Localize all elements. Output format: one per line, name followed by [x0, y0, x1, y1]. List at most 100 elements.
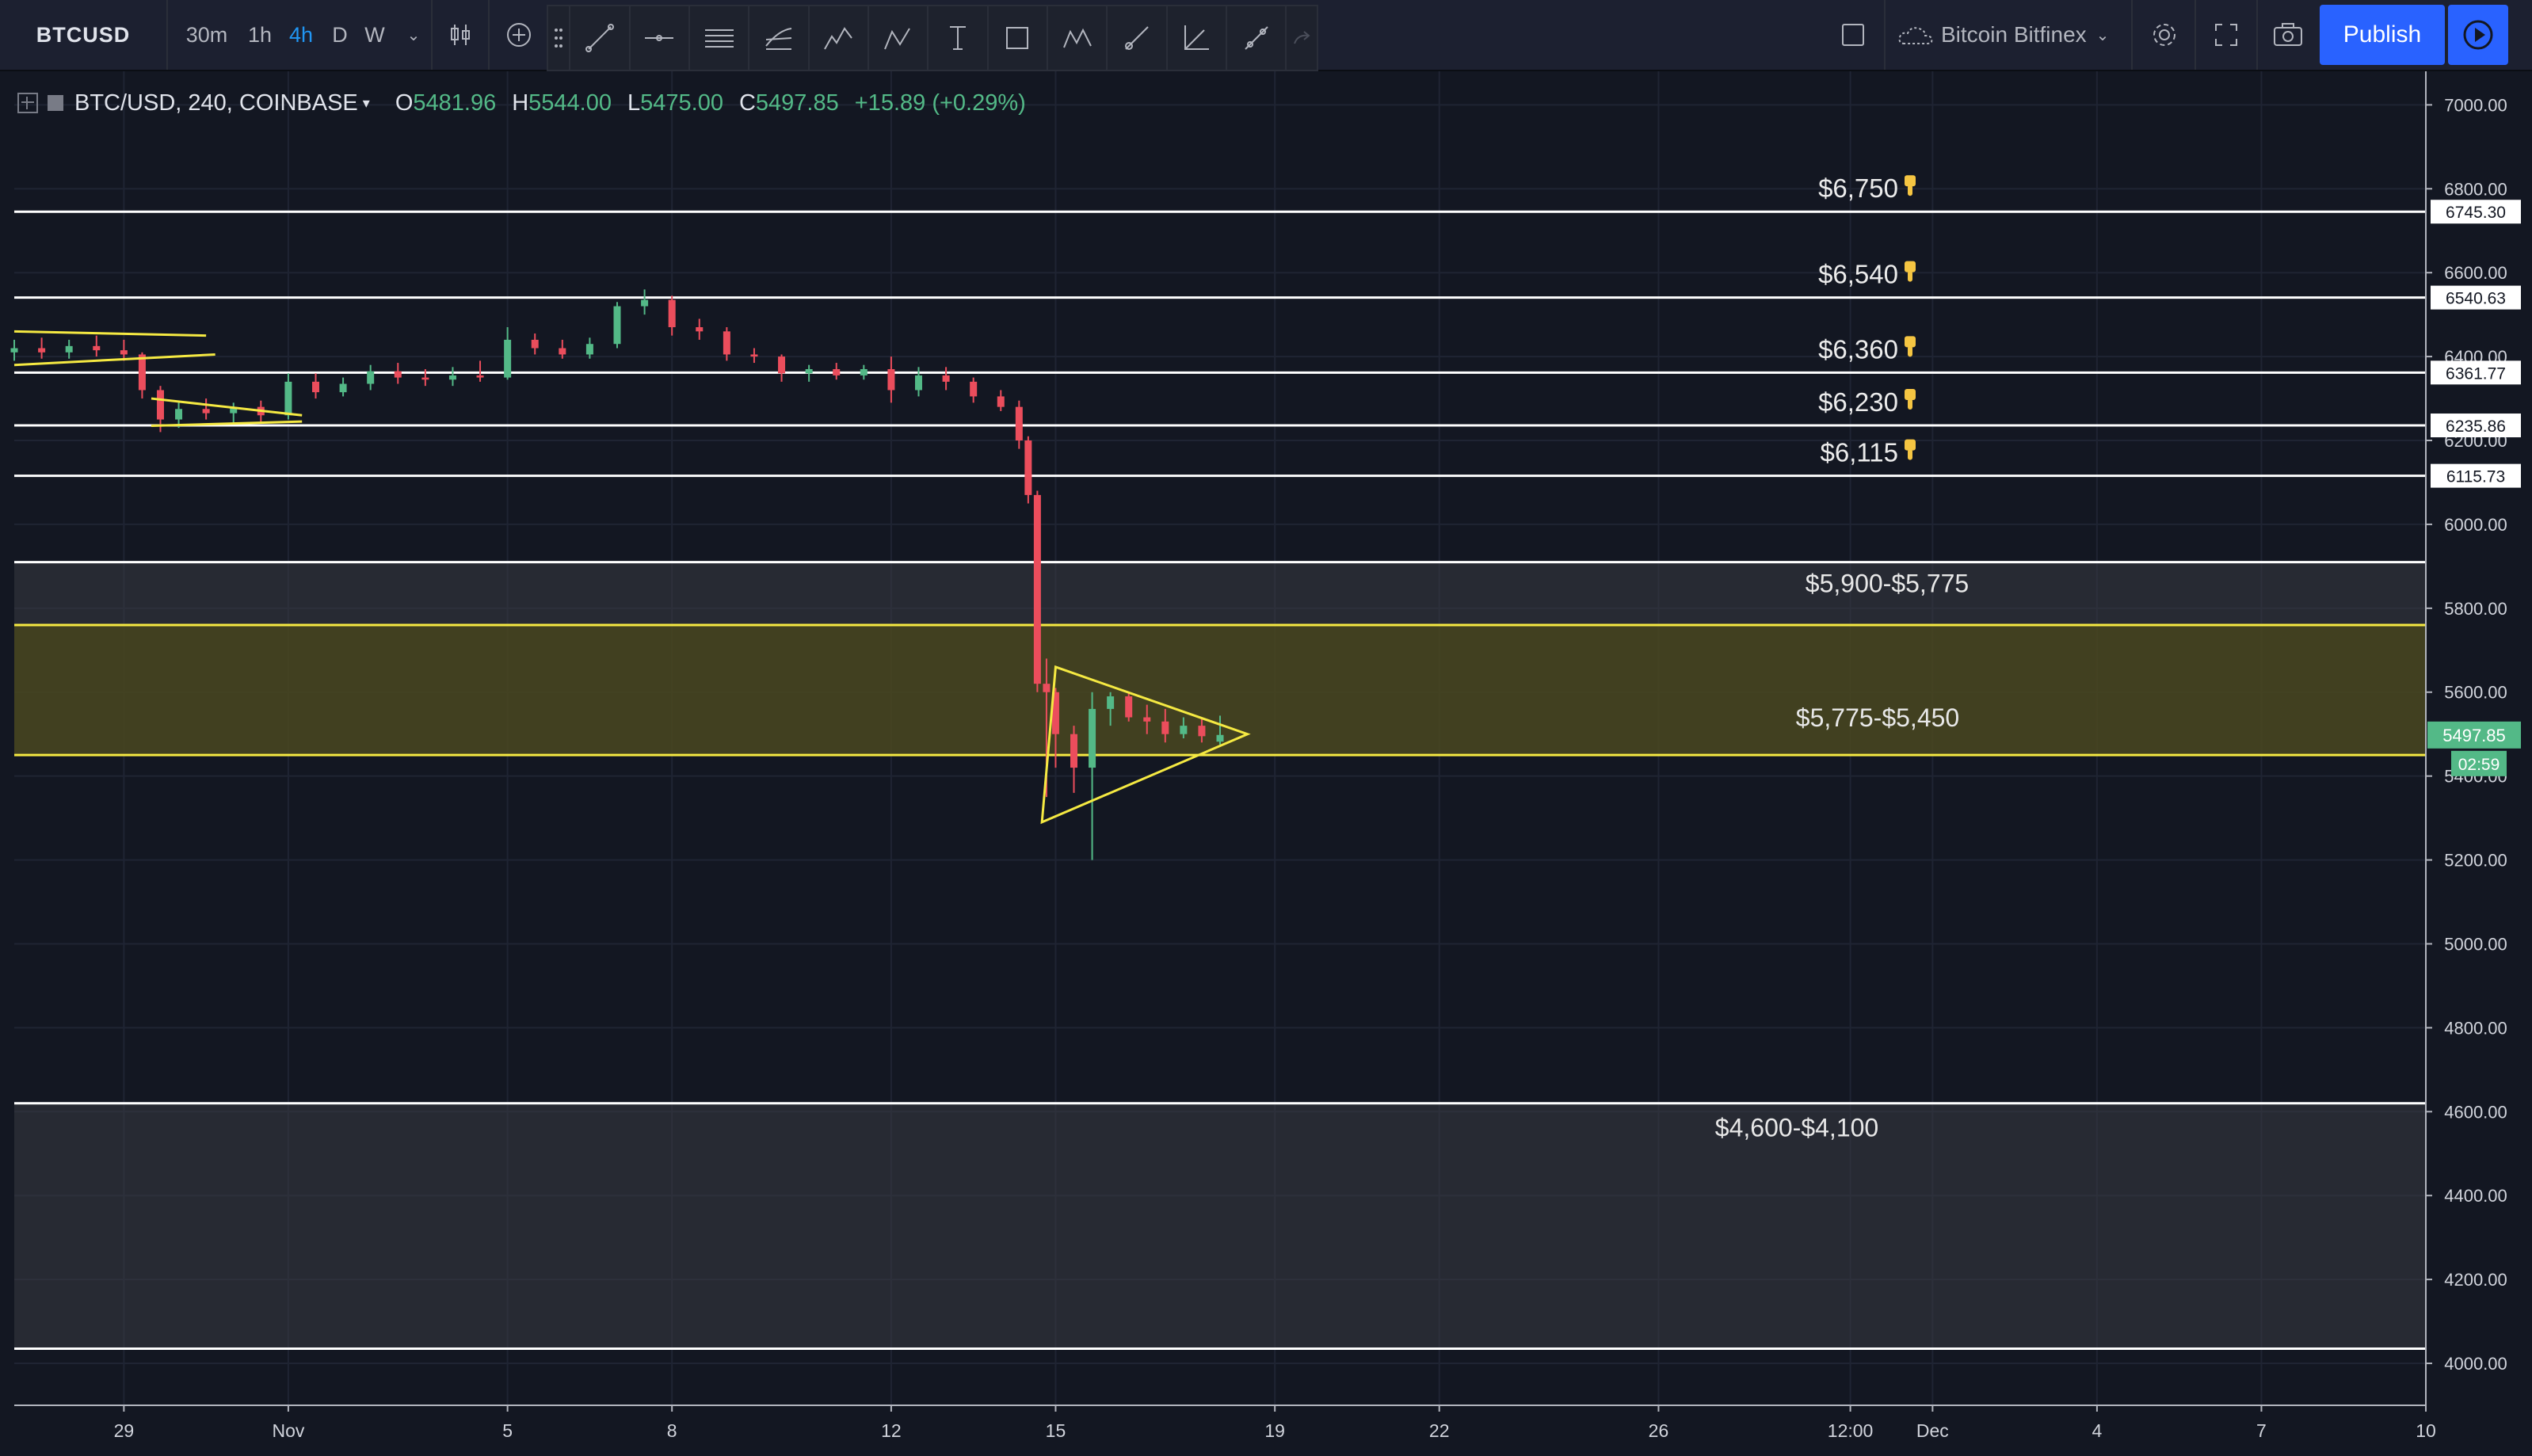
candle [1143, 704, 1151, 734]
candle-body [312, 381, 319, 393]
hand-icon-palm [1905, 261, 1916, 273]
fullscreen-icon[interactable] [2196, 0, 2258, 70]
legend-high: 5544.00 [528, 90, 612, 116]
redo-icon[interactable] [1287, 6, 1317, 70]
xabcd-pattern-tool-icon[interactable] [1048, 6, 1108, 70]
candle-body [833, 368, 841, 375]
candle [942, 367, 950, 391]
time-axis-label: 12:00 [1828, 1420, 1874, 1441]
hand-pointing-down-icon [1905, 261, 1916, 282]
legend-title[interactable]: BTC/USD, 240, COINBASE [74, 90, 358, 116]
interval-dropdown-icon[interactable]: ⌄ [396, 0, 433, 70]
rectangle-tool-icon[interactable] [989, 6, 1049, 70]
interval-w[interactable]: W [364, 22, 385, 47]
compare-symbol[interactable]: Bitcoin Bitfinex ⌄ [1886, 0, 2133, 70]
candle [887, 356, 895, 403]
snapshot-camera-icon[interactable] [2258, 0, 2318, 70]
price-level-axis-badge-1 [2431, 285, 2521, 310]
price-level-label-1: $6,540 [1818, 260, 1898, 289]
trendline-drawing-1 [13, 330, 207, 337]
candle-body [504, 339, 512, 378]
time-axis[interactable]: 29 Nov 5 8 12 15 19 22 26 12:00 Dec 4 7 10 [14, 1405, 2436, 1456]
legend-high-label: H [512, 90, 529, 116]
price-axis-label: 4400.00 [2444, 1186, 2507, 1206]
legend-dropdown-icon[interactable]: ▾ [362, 94, 370, 111]
candle-body [1033, 494, 1041, 684]
candle [1107, 692, 1115, 726]
parallel-channel-tool-icon[interactable] [690, 6, 750, 70]
symbol-search[interactable]: BTCUSD [0, 0, 168, 70]
price-axis[interactable]: 4000.00 4200.00 4400.00 4600.00 4800.00 5000.… [2425, 71, 2532, 1405]
price-axis-label: 4600.00 [2444, 1102, 2507, 1122]
settings-gear-icon[interactable] [2134, 0, 2196, 70]
publish-button[interactable]: Publish [2320, 5, 2445, 65]
candle [93, 335, 101, 357]
candle-body [1143, 717, 1151, 722]
price-axis-label: 5000.00 [2444, 934, 2507, 954]
time-axis-label: 29 [114, 1420, 135, 1441]
time-axis-background [14, 1405, 2426, 1456]
elliott-wave-tool-icon[interactable] [810, 6, 870, 70]
price-level-axis-label-0: 6745.30 [2446, 204, 2506, 222]
hand-icon-finger [1908, 270, 1912, 282]
interval-30m[interactable]: 30m [185, 22, 228, 47]
candle [138, 352, 146, 399]
time-axis-label: 12 [881, 1420, 902, 1441]
candle-body [230, 406, 238, 414]
measure-tool-icon[interactable] [1168, 6, 1228, 70]
candle-body [750, 354, 758, 357]
pitchfork-tool-icon[interactable] [749, 6, 810, 70]
replay-play-icon[interactable] [2448, 5, 2508, 65]
candle-body [723, 331, 730, 355]
prediction-tool-icon[interactable] [1227, 6, 1287, 70]
candle [65, 339, 73, 359]
candle [668, 295, 676, 336]
legend-expand-icon[interactable] [17, 93, 38, 113]
price-axis-label: 6600.00 [2444, 263, 2507, 283]
time-axis-label: 26 [1649, 1420, 1669, 1441]
abcd-pattern-tool-icon[interactable] [869, 6, 929, 70]
candle [312, 373, 319, 399]
text-tool-icon[interactable] [929, 6, 989, 70]
trendline-tool-icon[interactable] [570, 6, 631, 70]
indicators-icon[interactable] [491, 0, 547, 70]
time-axis-label: 15 [1046, 1420, 1066, 1441]
countdown-badge [2451, 750, 2507, 776]
price-level-label-0: $6,750 [1818, 173, 1898, 203]
candle-body [641, 299, 649, 307]
candle-body [1070, 734, 1078, 768]
candle [38, 337, 46, 359]
candle-body [997, 396, 1005, 407]
legend-open-label: O [395, 90, 414, 116]
candle-body [696, 327, 704, 332]
candle [339, 377, 347, 397]
interval-4h[interactable]: 4h [288, 22, 314, 47]
layout-square-icon[interactable] [1822, 0, 1886, 70]
candle [1033, 490, 1041, 692]
price-axis-label: 5200.00 [2444, 851, 2507, 871]
trendline-drawing-3 [151, 397, 303, 417]
price-axis-label: 4800.00 [2444, 1018, 2507, 1038]
candle [1051, 688, 1059, 768]
candle-body [778, 356, 786, 374]
candle [860, 364, 868, 380]
brush-tool-icon[interactable] [1108, 6, 1168, 70]
interval-d[interactable]: D [332, 22, 348, 47]
interval-1h[interactable]: 1h [247, 22, 273, 47]
hand-icon-palm [1905, 439, 1916, 451]
price-axis-label: 4200.00 [2444, 1270, 2507, 1290]
candle-body [970, 381, 978, 397]
drag-handle-icon[interactable] [548, 6, 571, 70]
horizontal-line-tool-icon[interactable] [631, 6, 691, 70]
candle [1161, 708, 1169, 743]
price-level-label-2: $6,360 [1818, 334, 1898, 364]
countdown-label: 02:59 [2458, 756, 2500, 774]
candle-body [805, 368, 813, 374]
candle [394, 363, 402, 384]
candle [504, 327, 512, 380]
candle [476, 360, 484, 382]
candles-style-icon[interactable] [433, 0, 490, 70]
candle [230, 402, 238, 424]
candle-body [93, 345, 101, 351]
